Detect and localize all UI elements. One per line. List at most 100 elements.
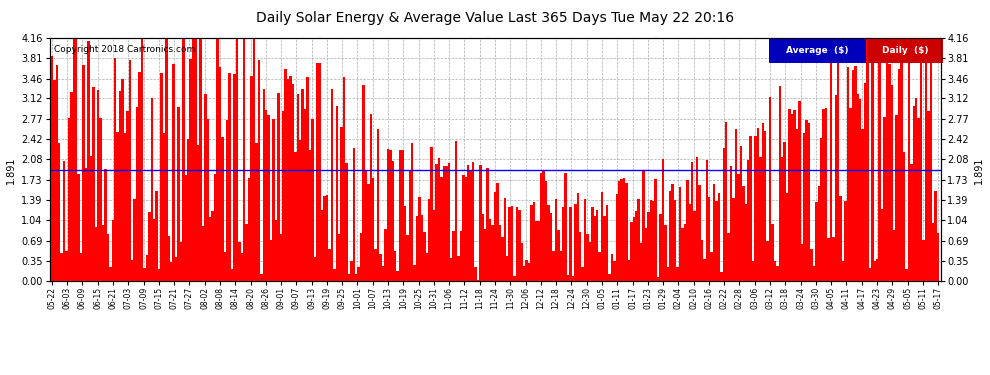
Bar xyxy=(112,220,114,281)
Bar xyxy=(813,266,815,281)
Bar xyxy=(231,269,234,281)
Bar xyxy=(628,260,630,281)
Bar xyxy=(886,38,888,281)
Bar xyxy=(903,152,905,281)
Bar xyxy=(182,38,184,281)
Bar xyxy=(786,193,788,281)
Bar xyxy=(80,254,82,281)
Bar xyxy=(153,219,155,281)
Bar xyxy=(735,129,738,281)
Bar xyxy=(706,160,708,281)
Bar xyxy=(720,272,723,281)
Bar xyxy=(265,110,267,281)
Bar xyxy=(744,204,747,281)
Bar xyxy=(594,216,596,281)
Bar xyxy=(297,93,299,281)
Bar xyxy=(391,161,394,281)
Bar xyxy=(409,171,411,281)
Bar xyxy=(511,206,513,281)
Bar xyxy=(769,39,865,63)
Bar xyxy=(479,165,481,281)
Bar xyxy=(136,106,139,281)
Bar xyxy=(526,260,528,281)
Bar xyxy=(433,210,436,281)
Bar xyxy=(234,74,236,281)
Bar xyxy=(900,38,903,281)
Bar xyxy=(574,204,576,281)
Bar xyxy=(70,92,72,281)
Bar xyxy=(830,53,833,281)
Bar xyxy=(92,87,94,281)
Bar xyxy=(311,119,314,281)
Bar xyxy=(621,179,623,281)
Bar xyxy=(464,177,467,281)
Bar xyxy=(175,257,177,281)
Bar xyxy=(304,109,306,281)
Bar xyxy=(170,262,172,281)
Bar xyxy=(544,181,547,281)
Bar xyxy=(255,143,257,281)
Bar xyxy=(65,251,67,281)
Bar xyxy=(581,267,584,281)
Bar xyxy=(260,274,262,281)
Bar xyxy=(523,266,526,281)
Bar xyxy=(58,143,60,281)
Bar xyxy=(613,261,616,281)
Bar xyxy=(599,252,601,281)
Bar xyxy=(516,207,518,281)
Bar xyxy=(350,261,352,281)
Bar xyxy=(114,58,117,281)
Bar xyxy=(769,97,771,281)
Bar xyxy=(666,267,669,281)
Bar xyxy=(547,205,549,281)
Bar xyxy=(630,222,633,281)
Bar xyxy=(329,249,331,281)
Text: 1.891: 1.891 xyxy=(974,157,984,184)
Bar xyxy=(207,119,209,281)
Bar xyxy=(436,165,438,281)
Text: Average  ($): Average ($) xyxy=(786,46,848,56)
Bar xyxy=(321,210,324,281)
Bar xyxy=(316,63,319,281)
Bar xyxy=(309,150,311,281)
Bar xyxy=(881,209,883,281)
Bar xyxy=(226,120,229,281)
Bar xyxy=(679,187,681,281)
Bar xyxy=(569,207,571,281)
Bar xyxy=(608,274,611,281)
Bar xyxy=(160,74,162,281)
Bar xyxy=(820,138,823,281)
Bar xyxy=(277,93,279,281)
Bar xyxy=(131,260,134,281)
Bar xyxy=(669,190,671,281)
Bar xyxy=(194,38,197,281)
Bar xyxy=(664,225,666,281)
Bar xyxy=(730,166,733,281)
Bar xyxy=(536,221,538,281)
Bar xyxy=(501,237,504,281)
Bar xyxy=(776,266,778,281)
Bar xyxy=(671,184,674,281)
Bar xyxy=(306,77,309,281)
Bar xyxy=(681,228,684,281)
Bar xyxy=(835,95,837,281)
Bar xyxy=(459,231,462,281)
Bar xyxy=(446,166,447,281)
Bar xyxy=(250,76,252,281)
Bar xyxy=(212,211,214,281)
Bar xyxy=(474,267,477,281)
Bar xyxy=(338,234,341,281)
Bar xyxy=(221,137,224,281)
Bar xyxy=(740,146,742,281)
Bar xyxy=(341,127,343,281)
Bar xyxy=(596,210,599,281)
Bar xyxy=(270,240,272,281)
Bar xyxy=(554,199,557,281)
Bar xyxy=(618,181,621,281)
Bar xyxy=(754,136,756,281)
Bar xyxy=(481,214,484,281)
Bar xyxy=(506,256,509,281)
Bar xyxy=(394,252,396,281)
Bar xyxy=(640,243,643,281)
Bar xyxy=(611,254,613,281)
